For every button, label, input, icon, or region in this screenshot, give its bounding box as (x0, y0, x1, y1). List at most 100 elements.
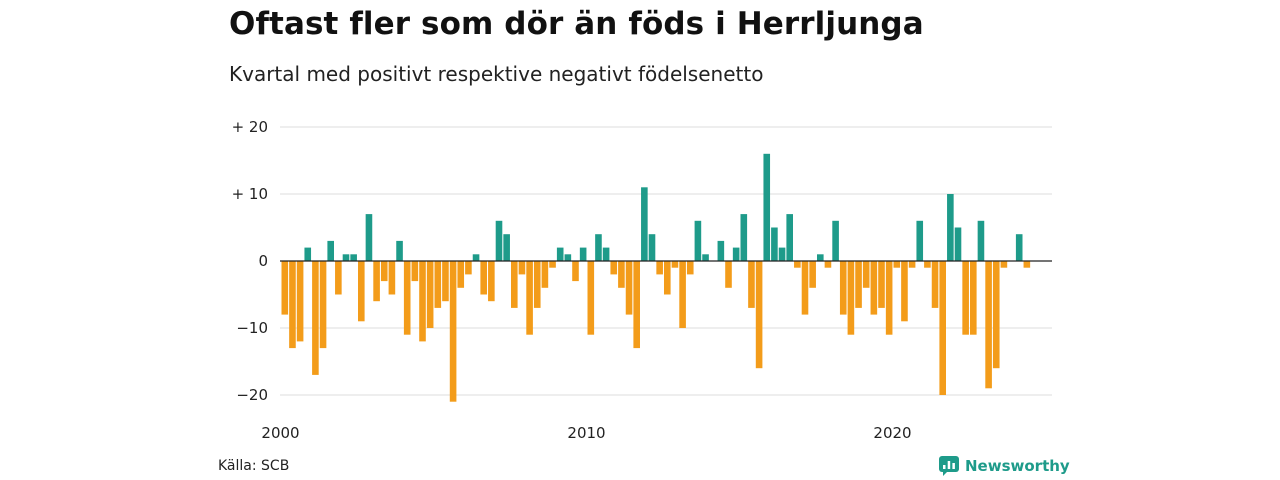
bar (488, 261, 495, 302)
bar (977, 220, 985, 261)
bar (725, 261, 732, 288)
bar (449, 261, 457, 402)
bar (289, 261, 296, 349)
bar (350, 254, 357, 261)
bar (671, 261, 679, 268)
x-tick-labels: 2000 2010 2020 (261, 424, 911, 442)
bar (434, 261, 442, 308)
bar (832, 220, 839, 261)
bar (664, 261, 671, 295)
bar (855, 261, 862, 308)
y-tick-label: −10 (236, 319, 268, 337)
x-tick-label: 2020 (873, 424, 911, 442)
y-tick-label: + 10 (232, 185, 268, 203)
bar (763, 153, 771, 261)
bar (526, 261, 533, 335)
bar (908, 261, 916, 268)
y-tick-label: −20 (236, 386, 268, 404)
bar (541, 261, 549, 288)
bar (702, 254, 709, 261)
bar (342, 254, 350, 261)
grid-lines (280, 126, 1052, 396)
bar (618, 261, 625, 288)
y-tick-label: + 20 (232, 118, 268, 136)
source-note: Källa: SCB (218, 458, 290, 474)
bar (947, 194, 954, 261)
bar (365, 214, 373, 261)
bar (893, 261, 901, 268)
bar (533, 261, 541, 308)
bar (801, 261, 809, 315)
bar (518, 261, 526, 275)
bar (916, 220, 924, 261)
chart-subtitle: Kvartal med positivt respektive negativt… (229, 62, 764, 86)
x-tick-label: 2000 (261, 424, 299, 442)
bar (579, 247, 587, 261)
bar (755, 261, 763, 369)
bar (694, 220, 702, 261)
bar (740, 214, 748, 261)
bar (954, 227, 962, 261)
bar (778, 247, 786, 261)
bar (839, 261, 847, 315)
bar (388, 261, 396, 295)
bar (732, 247, 740, 261)
bar (426, 261, 434, 328)
bar (549, 261, 556, 268)
bar (358, 261, 365, 322)
bar (817, 254, 824, 261)
bar (335, 261, 342, 295)
bar (1000, 261, 1008, 268)
bar (457, 261, 465, 288)
bar (931, 261, 939, 308)
chart-title: Oftast fler som dör än föds i Herrljunga (229, 6, 924, 42)
bar (312, 261, 319, 375)
bar (924, 261, 931, 268)
bar (717, 240, 725, 261)
newsworthy-logo-icon (939, 456, 959, 476)
bar (748, 261, 755, 308)
bar (1015, 234, 1023, 261)
bar (495, 220, 503, 261)
brand-name: Newsworthy (965, 457, 1070, 475)
bar (511, 261, 518, 308)
bar (419, 261, 426, 342)
bar (625, 261, 633, 315)
bar (786, 214, 793, 261)
bar (480, 261, 487, 295)
bar (411, 261, 419, 282)
bar (556, 247, 564, 261)
x-tick-label: 2010 (567, 424, 605, 442)
bar (564, 254, 572, 261)
bar (962, 261, 969, 335)
bar (641, 187, 648, 261)
bar (503, 234, 510, 261)
bar (304, 247, 312, 261)
bar (885, 261, 893, 335)
bar (319, 261, 327, 349)
bar (771, 227, 778, 261)
bar (847, 261, 855, 335)
bar (824, 261, 832, 268)
bar (396, 240, 403, 261)
bar (610, 261, 618, 275)
bar (472, 254, 480, 261)
bar (901, 261, 908, 322)
bar (1023, 261, 1031, 268)
bars (281, 153, 1031, 402)
bar (380, 261, 388, 282)
y-tick-labels: + 20 + 10 0 −10 −20 (232, 118, 268, 404)
brand-logo: Newsworthy (939, 456, 1070, 476)
bar (862, 261, 870, 288)
bar (327, 240, 334, 261)
bar (572, 261, 579, 282)
bar (296, 261, 304, 342)
bar (602, 247, 610, 261)
bar (442, 261, 449, 302)
bar (794, 261, 801, 268)
bar (648, 234, 656, 261)
bar (878, 261, 885, 308)
bar (465, 261, 472, 275)
bar (992, 261, 1000, 369)
